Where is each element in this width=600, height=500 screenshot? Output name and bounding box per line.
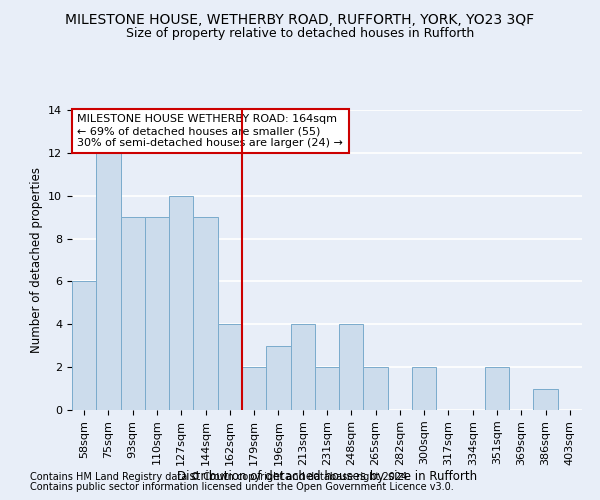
Bar (72, 282, 96, 410)
Bar (485, 367, 509, 410)
X-axis label: Distribution of detached houses by size in Rufforth: Distribution of detached houses by size … (177, 470, 477, 484)
Bar (412, 367, 436, 410)
Y-axis label: Number of detached properties: Number of detached properties (29, 167, 43, 353)
Text: Contains public sector information licensed under the Open Government Licence v3: Contains public sector information licen… (30, 482, 454, 492)
Text: MILESTONE HOUSE WETHERBY ROAD: 164sqm
← 69% of detached houses are smaller (55)
: MILESTONE HOUSE WETHERBY ROAD: 164sqm ← … (77, 114, 343, 148)
Bar (242, 367, 266, 410)
Text: Size of property relative to detached houses in Rufforth: Size of property relative to detached ho… (126, 28, 474, 40)
Bar (315, 367, 339, 410)
Bar (339, 324, 364, 410)
Bar (96, 153, 121, 410)
Bar (145, 217, 169, 410)
Bar (218, 324, 242, 410)
Text: Contains HM Land Registry data © Crown copyright and database right 2024.: Contains HM Land Registry data © Crown c… (30, 472, 410, 482)
Bar (364, 367, 388, 410)
Text: MILESTONE HOUSE, WETHERBY ROAD, RUFFORTH, YORK, YO23 3QF: MILESTONE HOUSE, WETHERBY ROAD, RUFFORTH… (65, 12, 535, 26)
Bar (169, 196, 193, 410)
Bar (533, 388, 558, 410)
Bar (121, 217, 145, 410)
Bar (266, 346, 290, 410)
Bar (193, 217, 218, 410)
Bar (290, 324, 315, 410)
